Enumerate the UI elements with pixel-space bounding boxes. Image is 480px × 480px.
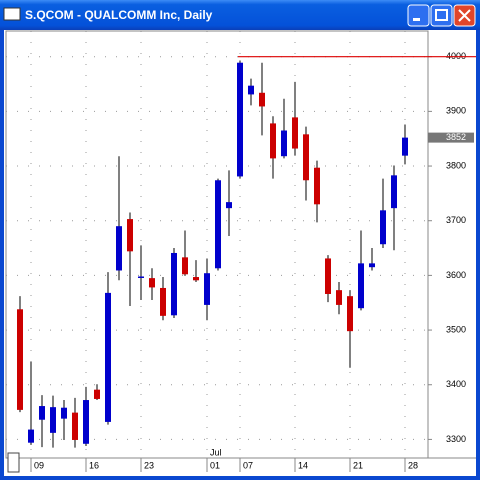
candle-body xyxy=(160,287,166,316)
candle-body xyxy=(369,263,375,268)
candle-body xyxy=(94,389,100,399)
y-tick-label: 3700 xyxy=(446,215,466,225)
min-button[interactable] xyxy=(407,4,430,27)
y-tick-label: 3600 xyxy=(446,270,466,280)
y-tick-label: 3900 xyxy=(446,106,466,116)
y-tick-label: 4000 xyxy=(446,51,466,61)
x-tick-label: 07 xyxy=(243,460,253,470)
candle-body xyxy=(83,400,89,444)
candle-body xyxy=(391,175,397,209)
candle-body xyxy=(28,429,34,443)
x-tick-label: 09 xyxy=(34,460,44,470)
candle-body xyxy=(204,273,210,305)
candle-body xyxy=(105,292,111,422)
candle-body xyxy=(292,117,298,149)
last-price-tag xyxy=(428,132,474,143)
x-tick-label: 14 xyxy=(298,460,308,470)
candle-body xyxy=(380,210,386,245)
y-tick-label: 3300 xyxy=(446,434,466,444)
candle-body xyxy=(127,219,133,252)
candle-body xyxy=(72,412,78,440)
candle-body xyxy=(336,290,342,305)
candle-body xyxy=(226,202,232,209)
x-tick-label: 28 xyxy=(408,460,418,470)
candle-body xyxy=(193,277,199,281)
candle-body xyxy=(39,406,45,420)
y-tick-label: 3500 xyxy=(446,324,466,334)
candle-body xyxy=(116,226,122,271)
month-label: Jul xyxy=(210,447,222,457)
candle-body xyxy=(402,137,408,156)
candle-body xyxy=(358,263,364,309)
candle-body xyxy=(347,296,353,332)
candle-body xyxy=(215,180,221,269)
y-tick-label: 3800 xyxy=(446,160,466,170)
candle-body xyxy=(50,407,56,433)
candle-body xyxy=(17,309,23,410)
candle-body xyxy=(303,134,309,181)
last-price-label: 3852 xyxy=(446,132,466,142)
candle-body xyxy=(281,130,287,157)
app-icon xyxy=(3,7,21,21)
candle-body xyxy=(325,258,331,294)
candle-body xyxy=(248,85,254,95)
max-button[interactable] xyxy=(430,4,453,27)
candle-body xyxy=(259,92,265,107)
close-button[interactable] xyxy=(453,4,476,27)
candle-body xyxy=(149,278,155,288)
candle-body xyxy=(61,407,67,419)
window-title: S.QCOM - QUALCOMM Inc, Daily xyxy=(25,8,213,22)
x-tick-label: 16 xyxy=(89,460,99,470)
candle-body xyxy=(314,167,320,205)
x-tick-label: 21 xyxy=(353,460,363,470)
candle-body xyxy=(237,62,243,177)
title-bar xyxy=(0,0,480,30)
candle-body xyxy=(270,123,276,159)
x-tick-label: 23 xyxy=(144,460,154,470)
x-tick-label: 01 xyxy=(210,460,220,470)
y-tick-label: 3400 xyxy=(446,379,466,389)
candle-body xyxy=(138,276,144,278)
candle-body xyxy=(182,257,188,275)
candle-body xyxy=(171,252,177,316)
scroll-box[interactable] xyxy=(7,452,20,473)
